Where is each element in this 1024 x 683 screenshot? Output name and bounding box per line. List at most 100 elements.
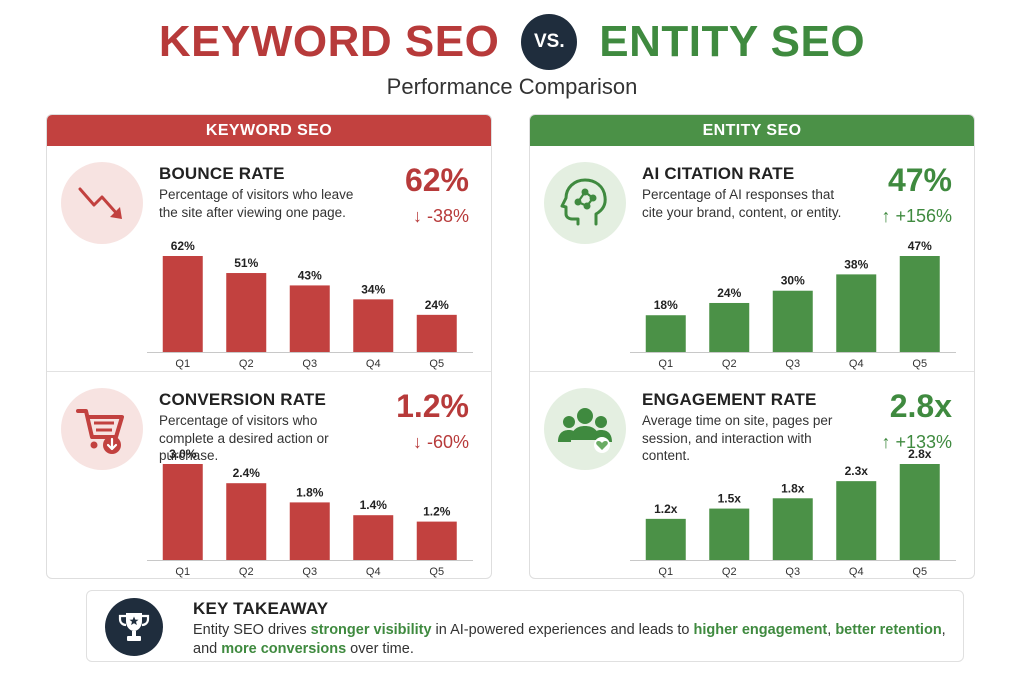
bounce-bar-q4 [353, 299, 394, 352]
engagement-rate-change: ↑ +133% [881, 432, 952, 452]
takeaway-highlight: higher engagement [693, 622, 828, 638]
ai-citation-rate-value: 47% [887, 162, 952, 198]
citation-bar-q5 [899, 256, 940, 352]
citation-bar-q4 [836, 274, 877, 352]
engagement-bar-q4 [836, 481, 877, 560]
engagement-chart-svg: 1.2x Q1 1.5x Q2 1.8x Q3 2.3x Q4 2.8x Q5 [630, 447, 956, 578]
bounce-rate-change: ↓ -38% [412, 206, 469, 226]
bounce-data-label: 62% [171, 239, 195, 253]
bounce-data-label: 43% [298, 268, 322, 282]
citation-data-label: 30% [781, 274, 805, 288]
conversion-bar-q4 [353, 515, 394, 560]
keyword-seo-panel: KEYWORD SEO BOUNCE RATE Percentage of vi… [46, 114, 492, 579]
keyword-panel-divider [47, 371, 491, 372]
bounce-data-label: 34% [361, 282, 385, 296]
bounce-bar-q2 [226, 273, 267, 352]
bounce-rate-chart: 62% Q1 51% Q2 43% Q3 34% Q4 24% Q5 [147, 238, 477, 370]
ai-head-icon [544, 162, 626, 244]
vs-badge: VS. [521, 14, 578, 70]
trophy-icon [105, 598, 163, 656]
takeaway-text-part: , [827, 622, 836, 638]
conversion-data-label: 2.4% [233, 466, 261, 480]
bounce-bar-q1 [162, 256, 203, 352]
bounce-rate-section: BOUNCE RATE Percentage of visitors who l… [47, 146, 491, 371]
bounce-tick-label: Q5 [429, 358, 444, 370]
engagement-rate-chart: 1.2x Q1 1.5x Q2 1.8x Q3 2.3x Q4 2.8x Q5 [630, 446, 960, 578]
ai-citation-rate-chart: 18% Q1 24% Q2 30% Q3 38% Q4 47% Q5 [630, 238, 960, 370]
conversion-bar-q1 [162, 464, 203, 560]
conversion-tick-label: Q4 [366, 566, 381, 578]
key-takeaway-text: Entity SEO drives stronger visibility in… [193, 621, 953, 659]
conversion-data-label: 1.2% [423, 505, 451, 519]
bounce-tick-label: Q1 [175, 358, 190, 370]
engagement-data-label: 1.5x [718, 492, 742, 506]
engagement-bar-q2 [709, 508, 750, 560]
citation-tick-label: Q2 [722, 358, 737, 370]
conversion-tick-label: Q5 [429, 566, 444, 578]
citation-tick-label: Q1 [658, 358, 673, 370]
ai-citation-rate-description: Percentage of AI responses that cite you… [642, 187, 842, 220]
citation-tick-label: Q5 [912, 358, 927, 370]
engagement-data-label: 1.2x [654, 502, 678, 516]
conversion-tick-label: Q2 [239, 566, 254, 578]
trend-down-icon [61, 162, 143, 244]
bounce-bar-q3 [289, 285, 330, 352]
engagement-rate-section: ENGAGEMENT RATE Average time on site, pa… [530, 372, 974, 578]
key-takeaway-title: KEY TAKEAWAY [193, 599, 329, 618]
bounce-rate-description: Percentage of visitors who leave the sit… [159, 187, 354, 220]
conversion-rate-change: ↓ -60% [412, 432, 469, 452]
citation-chart-svg: 18% Q1 24% Q2 30% Q3 38% Q4 47% Q5 [630, 239, 956, 370]
takeaway-text-part: in AI-powered experiences and leads to [431, 622, 694, 638]
citation-tick-label: Q4 [849, 358, 864, 370]
citation-bar-q1 [645, 315, 686, 352]
conversion-bar-q5 [416, 521, 457, 560]
engagement-tick-label: Q2 [722, 566, 737, 578]
cart-down-icon [61, 388, 143, 470]
entity-panel-divider [530, 371, 974, 372]
bounce-tick-label: Q4 [366, 358, 381, 370]
engagement-bar-q1 [645, 518, 686, 560]
engagement-data-label: 1.8x [781, 481, 805, 495]
keyword-panel-header: KEYWORD SEO [47, 115, 491, 146]
citation-bar-q2 [709, 302, 750, 352]
citation-data-label: 47% [908, 239, 932, 253]
entity-panel-header: ENTITY SEO [530, 115, 974, 146]
citation-data-label: 38% [844, 257, 868, 271]
ai-citation-rate-title: AI CITATION RATE [642, 164, 795, 183]
takeaway-text-part: over time. [346, 641, 414, 657]
conversion-rate-title: CONVERSION RATE [159, 390, 327, 409]
conversion-tick-label: Q3 [302, 566, 317, 578]
ai-citation-rate-section: AI CITATION RATE Percentage of AI respon… [530, 146, 974, 371]
takeaway-highlight: better retention [835, 622, 942, 638]
ai-citation-rate-change: ↑ +156% [881, 206, 952, 226]
takeaway-highlight: more conversions [221, 641, 347, 657]
bounce-tick-label: Q3 [302, 358, 317, 370]
citation-data-label: 18% [654, 298, 678, 312]
engagement-tick-label: Q3 [785, 566, 800, 578]
engagement-rate-value: 2.8x [889, 388, 952, 424]
conversion-rate-section: CONVERSION RATE Percentage of visitors w… [47, 372, 491, 578]
conversion-bar-q2 [226, 483, 267, 560]
page-subtitle: Performance Comparison [386, 74, 638, 99]
page-title-row: KEYWORD SEO VS. ENTITY SEO [0, 14, 1024, 70]
title-keyword-seo: KEYWORD SEO [158, 17, 500, 66]
engagement-bar-q3 [772, 498, 813, 560]
entity-seo-panel: ENTITY SEO AI CITATION RATE Percentage o… [529, 114, 975, 579]
engagement-rate-title: ENGAGEMENT RATE [642, 390, 817, 409]
conversion-data-label: 1.4% [360, 498, 388, 512]
conversion-rate-value: 1.2% [396, 388, 469, 424]
conversion-rate-chart: 3.0% Q1 2.4% Q2 1.8% Q3 1.4% Q4 1.2% Q5 [147, 446, 477, 578]
engagement-data-label: 2.8x [908, 447, 932, 461]
bounce-rate-title: BOUNCE RATE [159, 164, 285, 183]
conversion-tick-label: Q1 [175, 566, 190, 578]
takeaway-text-part: Entity SEO drives [193, 622, 311, 638]
engagement-bar-q5 [899, 464, 940, 560]
engagement-tick-label: Q5 [912, 566, 927, 578]
engagement-data-label: 2.3x [845, 464, 869, 478]
bounce-bar-q5 [416, 314, 457, 352]
citation-tick-label: Q3 [785, 358, 800, 370]
conversion-chart-svg: 3.0% Q1 2.4% Q2 1.8% Q3 1.4% Q4 1.2% Q5 [147, 447, 473, 578]
conversion-rate-description: Percentage of visitors who complete a de… [159, 413, 329, 463]
conversion-bar-q3 [289, 502, 330, 560]
bounce-rate-value: 62% [404, 162, 469, 198]
